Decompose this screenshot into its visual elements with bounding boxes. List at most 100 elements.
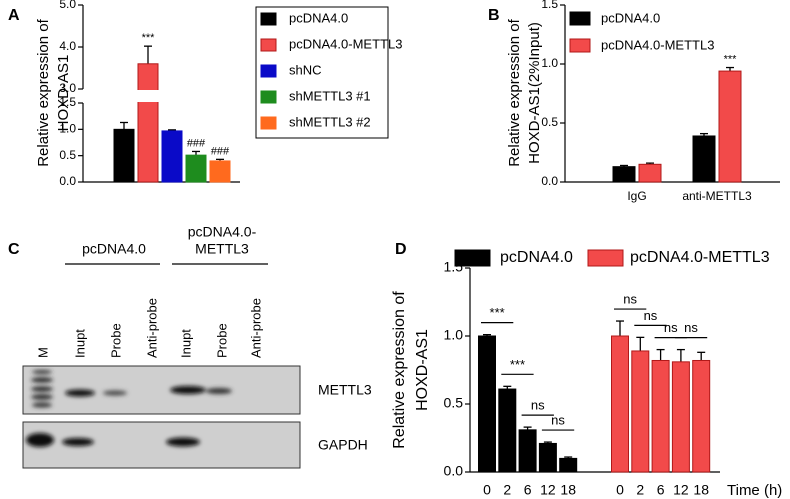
bar [671,361,690,473]
bar [611,335,629,473]
bar [692,135,716,183]
significance-label: *** [142,32,156,44]
legend-swatch [260,38,277,52]
axis-break [77,90,234,102]
comparison-label: ns [684,320,698,335]
legend-label: pcDNA4.0 [601,10,660,25]
lane-label: M [35,347,50,358]
x-tick-label: 12 [540,482,556,498]
comparison-label: ns [664,320,678,335]
lane-label: Anti-probe [144,298,159,358]
row-label: METTL3 [318,382,372,398]
y-tick-label: 1.5 [59,95,76,109]
bar [137,63,159,183]
y-tick-label: 3.0 [59,81,76,95]
bar [692,359,711,473]
y-tick-label: 1.0 [541,56,558,70]
x-tick-label: 0 [483,482,491,498]
blot-bands [26,433,200,447]
lane-label: Inupt [178,329,193,358]
group-label: pcDNA4.0- [188,224,257,240]
legend-swatch [587,249,624,267]
bar [651,359,670,473]
lane-label: Anti-probe [248,298,263,358]
group-label: pcDNA4.0 [82,241,146,257]
bar [185,154,207,183]
legend-label: pcDNA4.0 [289,10,348,25]
significance-label: ### [211,145,230,157]
lane-label: Probe [108,323,123,358]
bar [638,163,662,183]
x-tick-label: 12 [673,482,689,498]
bar [538,442,557,473]
lane-label: Probe [214,323,229,358]
legend-label: pcDNA4.0 [500,249,573,266]
y-tick-label: 0.5 [59,148,76,162]
row-label: GAPDH [318,437,368,453]
legend-label: pcDNA4.0-METTL3 [601,37,714,52]
lane-label: Inupt [72,329,87,358]
comparison-label: ns [551,413,565,428]
y-axis-label: Relative expression of [35,18,52,166]
y-tick-label: 0.5 [541,115,558,129]
y-tick-label: 5.0 [59,0,76,11]
x-tick-label: 2 [636,482,644,498]
y-tick-label: 1.5 [541,0,558,11]
legend-swatch [569,11,591,26]
y-tick-label: 4.0 [59,39,76,53]
legend-swatch [260,64,277,78]
x-tick-label: IgG [627,189,646,203]
legend-box [255,6,389,139]
comparison-label: ns [644,308,658,323]
x-tick-label: 18 [560,482,576,498]
y-tick-label: 1.0 [59,122,76,136]
x-axis-label: Time (h) [727,482,782,499]
y-tick-label: 0.0 [541,174,558,188]
legend-label: pcDNA4.0-METTL3 [289,36,402,51]
legend-label: shNC [289,62,322,77]
legend-label: shMETTL3 #1 [289,88,371,103]
y-axis-label: HOXD-AS1 [55,55,72,132]
group-label: METTL3 [195,241,249,257]
y-axis-label: Relative expression of [506,18,523,166]
bar [113,128,135,183]
panel-letter: A [8,7,20,24]
significance-label: *** [724,53,738,65]
legend-swatch [454,249,491,267]
significance-label: ### [187,137,206,149]
x-tick-label: 6 [524,482,532,498]
legend-label: pcDNA4.0-METTL3 [630,249,770,266]
legend-swatch [260,116,277,130]
y-tick-label: 0.0 [444,463,464,479]
panel-letter: B [488,7,500,24]
x-tick-label: 2 [503,482,511,498]
comparison-label: *** [490,305,505,320]
bar [559,457,578,473]
panel-letter: C [8,241,20,258]
y-tick-label: 0.0 [59,174,76,188]
bar [518,429,537,473]
y-axis-label: HOXD-AS1(2%Input) [526,22,543,164]
legend-label: shMETTL3 #2 [289,114,371,129]
comparison-label: *** [510,357,525,372]
bar [209,160,231,183]
bar [498,388,517,473]
blot-metttl3 [22,365,301,415]
x-tick-label: 0 [616,482,624,498]
blot-gapdh [22,421,301,469]
x-tick-label: 18 [693,482,709,498]
bar [612,166,636,183]
legend-swatch [260,12,277,26]
x-tick-label: anti-METTL3 [682,189,752,203]
comparison-label: ns [623,291,637,306]
blot-images [22,365,301,469]
blot-bands [31,370,232,408]
panel-letter: D [395,241,407,258]
y-axis-label: Relative expression of [391,291,408,449]
legend-swatch [569,38,591,53]
comparison-label: ns [531,398,545,413]
bar [478,335,496,473]
bar [631,350,650,473]
